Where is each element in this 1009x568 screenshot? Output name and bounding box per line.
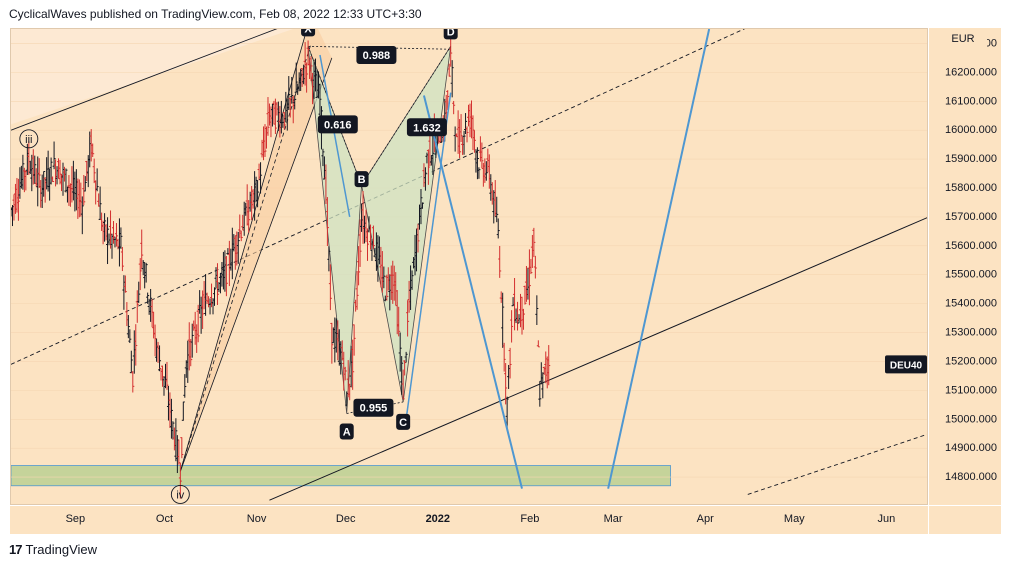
tradingview-logo-icon: 17 — [9, 542, 23, 557]
price-tick-label: 16000.000 — [945, 124, 997, 136]
symbol-badge-bg — [885, 355, 927, 374]
price-tick-label: 14900.000 — [945, 442, 997, 454]
price-tick-label: 15200.000 — [945, 355, 997, 367]
time-tick-label: Jun — [878, 513, 896, 525]
time-tick-label: Feb — [520, 513, 539, 525]
point-label-a: A — [343, 426, 351, 438]
blue-projection-down — [422, 95, 523, 489]
point-label-c: C — [399, 417, 407, 429]
ratio-xab: 0.616 — [324, 119, 352, 131]
candles-group — [11, 36, 551, 499]
blue-projection-up — [607, 29, 711, 489]
time-tick-label: Oct — [156, 513, 173, 525]
ratio-xd: 0.988 — [363, 50, 391, 62]
price-tick-label: 15300.000 — [945, 327, 997, 339]
point-label-x: X — [304, 29, 312, 35]
ratio-abcd: 1.632 — [413, 122, 441, 134]
currency-bg — [943, 28, 987, 48]
ratio-abc-bg — [353, 398, 394, 417]
ratio-abcd-bg — [406, 118, 447, 137]
wave-label-iii: iii — [25, 134, 32, 146]
chart-svg: X A B C D 0.988 0.616 1.632 0.955 iii iv DEU40 — [11, 29, 927, 504]
wedge-shade — [180, 29, 332, 472]
price-tick-label: 15900.000 — [945, 153, 997, 165]
blue-projection-cd — [405, 92, 452, 420]
publisher-header: CyclicalWaves published on TradingView.c… — [9, 7, 422, 21]
harmonic-bcd-triangle — [361, 46, 452, 403]
price-tick-label: 15700.000 — [945, 211, 997, 223]
time-tick-label: Dec — [336, 513, 356, 525]
wave-label-iii-circle — [19, 129, 39, 149]
lower-channel-dashed — [747, 433, 927, 495]
upper-channel-line — [11, 29, 278, 131]
point-label-bg — [301, 29, 316, 37]
time-tick-label: 2022 — [426, 513, 450, 525]
price-tick-label: 15600.000 — [945, 240, 997, 252]
tradingview-footer[interactable]: 17 TradingView — [9, 542, 97, 557]
time-tick-label: Sep — [66, 513, 86, 525]
price-tick-label: 15800.000 — [945, 182, 997, 194]
currency-label: EUR — [951, 33, 974, 45]
price-tick-label: 16200.000 — [945, 66, 997, 78]
price-tick-label: 14800.000 — [945, 471, 997, 483]
ratio-abc: 0.955 — [360, 403, 388, 415]
wedge-lower-line — [179, 57, 333, 472]
price-tick-label: 15400.000 — [945, 298, 997, 310]
symbol-badge: DEU40 — [890, 360, 923, 371]
point-label-b: B — [358, 174, 366, 186]
price-tick-label: 15500.000 — [945, 269, 997, 281]
point-label-bg — [339, 423, 354, 440]
price-tick-label: 15100.000 — [945, 384, 997, 396]
point-label-bg — [354, 171, 369, 188]
time-tick-label: May — [784, 513, 805, 525]
ratio-xd-bg — [356, 46, 397, 65]
point-label-d: D — [447, 29, 455, 38]
wave-label-iv: iv — [176, 489, 184, 501]
price-tick-label: 16100.000 — [945, 95, 997, 107]
price-axis-svg: 16300.00016200.00016100.00016000.0001590… — [943, 28, 997, 483]
time-axis[interactable]: Sep Oct Nov Dec 2022 Feb Mar Apr May Jun — [10, 506, 928, 534]
price-tick-label: 15000.000 — [945, 413, 997, 425]
ratio-xab-bg — [317, 115, 358, 134]
axis-corner — [929, 506, 1001, 534]
time-tick-label: Mar — [604, 513, 623, 525]
tradingview-brand: TradingView — [25, 542, 98, 557]
time-tick-label: Nov — [247, 513, 267, 525]
time-tick-label: Apr — [697, 513, 714, 525]
wave-label-iv-circle — [170, 484, 190, 504]
wedge-mid-dashed — [179, 43, 312, 472]
time-axis-svg: Sep Oct Nov Dec 2022 Feb Mar Apr May Jun — [66, 513, 896, 525]
demand-zone — [11, 465, 671, 487]
point-label-bg — [443, 29, 458, 40]
lower-trend-line — [269, 217, 927, 501]
price-axis[interactable]: 16300.00016200.00016100.00016000.0001590… — [929, 28, 1001, 505]
blue-projection-left — [319, 54, 351, 218]
point-label-bg — [396, 413, 411, 430]
chart-plot-area[interactable]: X A B C D 0.988 0.616 1.632 0.955 iii iv DEU40 — [10, 28, 928, 505]
